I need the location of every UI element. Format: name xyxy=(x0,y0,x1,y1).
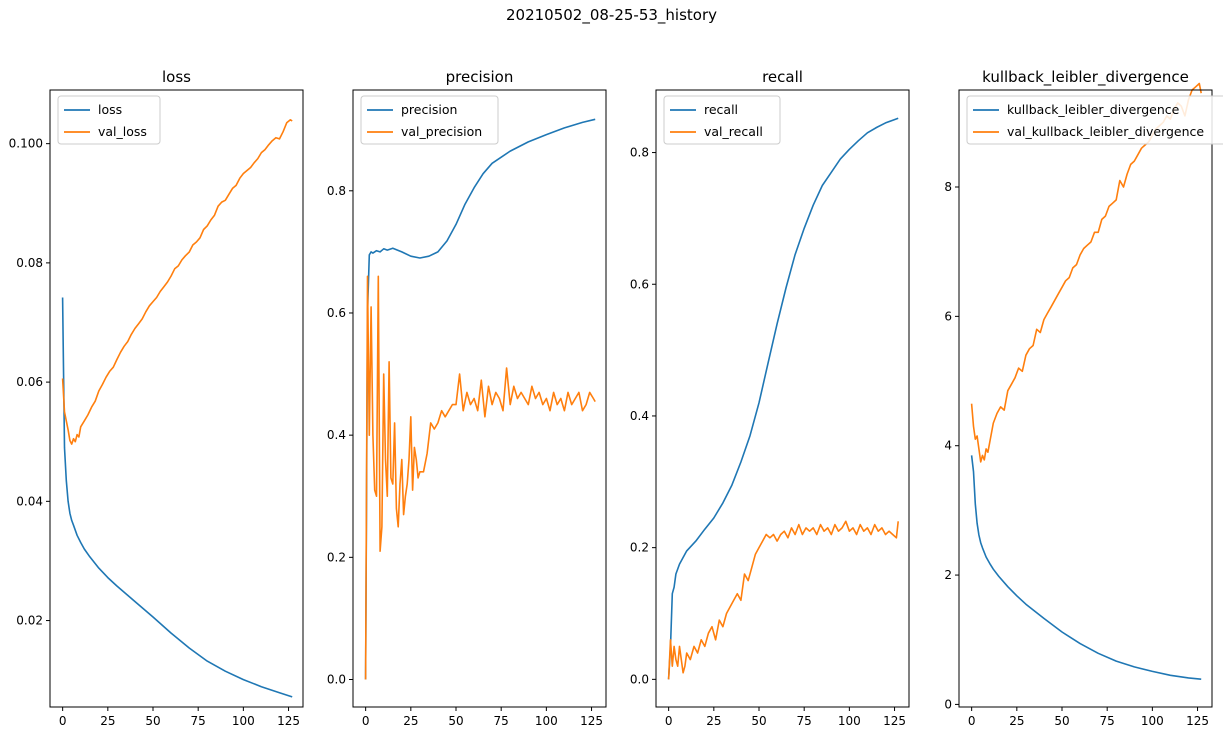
x-tick-label: 0 xyxy=(362,714,370,728)
y-tick-label: 0.0 xyxy=(327,673,346,687)
y-tick-label: 0.04 xyxy=(16,494,43,508)
chart-panel-1: precision 0 25 50 75 100 125 0.0 0.2 0.4 0.6 0.8 pre… xyxy=(327,68,607,728)
x-tick-label: 125 xyxy=(580,714,603,728)
legend-label: val_loss xyxy=(98,124,147,139)
chart-panel-0: loss 0 25 50 75 100 125 0.02 0.04 0.06 0.08 0.100 lo… xyxy=(9,68,304,728)
x-tick-label: 75 xyxy=(1100,714,1115,728)
legend: recall val_recall xyxy=(663,95,781,145)
y-tick-label: 0.0 xyxy=(630,672,649,686)
x-tick-label: 0 xyxy=(665,714,673,728)
x-tick-label: 125 xyxy=(277,714,300,728)
legend-label: val_kullback_leibler_divergence xyxy=(1007,124,1204,139)
y-tick-label: 8 xyxy=(944,180,952,194)
y-tick-label: 6 xyxy=(944,309,952,323)
y-tick-label: 0.08 xyxy=(16,256,43,270)
y-tick-label: 0.6 xyxy=(327,306,346,320)
y-tick-label: 0.8 xyxy=(327,184,346,198)
legend: precision val_precision xyxy=(360,95,499,145)
series-line-kullback_leibler_divergence xyxy=(970,455,1202,680)
x-tick-label: 25 xyxy=(706,714,721,728)
series-line-precision xyxy=(364,118,596,680)
series-line-recall xyxy=(667,117,899,680)
x-tick-label: 25 xyxy=(1009,714,1024,728)
x-tick-label: 100 xyxy=(1141,714,1164,728)
legend-label: precision xyxy=(401,102,457,117)
legend-label: recall xyxy=(704,102,738,117)
x-tick-label: 100 xyxy=(535,714,558,728)
y-tick-label: 0.4 xyxy=(327,428,346,442)
y-tick-label: 0.2 xyxy=(327,550,346,564)
series-line-loss xyxy=(61,297,293,698)
x-tick-label: 0 xyxy=(59,714,67,728)
chart-panel-3: kullback_leibler_divergence 0 25 50 75 100 125… xyxy=(944,68,1223,728)
axes-frame xyxy=(352,89,607,708)
y-tick-label: 0 xyxy=(944,697,952,711)
y-tick-label: 0.02 xyxy=(16,614,43,628)
chart-title: loss xyxy=(162,68,191,86)
legend: loss val_loss xyxy=(57,95,161,145)
y-tick-label: 2 xyxy=(944,568,952,582)
x-tick-label: 100 xyxy=(232,714,255,728)
x-tick-label: 125 xyxy=(883,714,906,728)
y-tick-label: 4 xyxy=(944,439,952,453)
chart-title: recall xyxy=(762,68,803,86)
y-tick-label: 0.4 xyxy=(630,409,649,423)
x-tick-label: 50 xyxy=(145,714,160,728)
series-line-val_recall xyxy=(667,520,899,680)
x-tick-label: 125 xyxy=(1186,714,1209,728)
chart-title: precision xyxy=(446,68,514,86)
chart-panel-2: recall 0 25 50 75 100 125 0.0 0.2 0.4 0.6 0.8 recall… xyxy=(630,68,910,728)
x-tick-label: 25 xyxy=(100,714,115,728)
y-tick-label: 0.6 xyxy=(630,277,649,291)
x-tick-label: 50 xyxy=(751,714,766,728)
legend: kullback_leibler_divergence val_kullback_… xyxy=(966,95,1223,145)
legend-box xyxy=(360,95,499,145)
series-line-val_loss xyxy=(61,119,293,445)
legend-label: val_precision xyxy=(401,124,482,139)
axes-frame xyxy=(655,89,910,708)
axes-frame xyxy=(49,89,304,708)
chart-title: kullback_leibler_divergence xyxy=(982,68,1189,87)
legend-label: kullback_leibler_divergence xyxy=(1007,102,1180,117)
x-tick-label: 75 xyxy=(494,714,509,728)
y-tick-label: 0.8 xyxy=(630,146,649,160)
x-tick-label: 25 xyxy=(403,714,418,728)
legend-label: val_recall xyxy=(704,124,763,139)
x-tick-label: 0 xyxy=(968,714,976,728)
x-tick-label: 50 xyxy=(448,714,463,728)
axes-frame xyxy=(958,89,1213,708)
x-tick-label: 100 xyxy=(838,714,861,728)
x-tick-label: 75 xyxy=(797,714,812,728)
series-line-val_precision xyxy=(364,275,596,680)
x-tick-label: 75 xyxy=(191,714,206,728)
legend-label: loss xyxy=(98,102,122,117)
x-tick-label: 50 xyxy=(1054,714,1069,728)
legend-box xyxy=(966,95,1223,145)
y-tick-label: 0.100 xyxy=(9,137,43,151)
y-tick-label: 0.06 xyxy=(16,375,43,389)
figure-title: 20210502_08-25-53_history xyxy=(505,6,718,24)
y-tick-label: 0.2 xyxy=(630,541,649,555)
